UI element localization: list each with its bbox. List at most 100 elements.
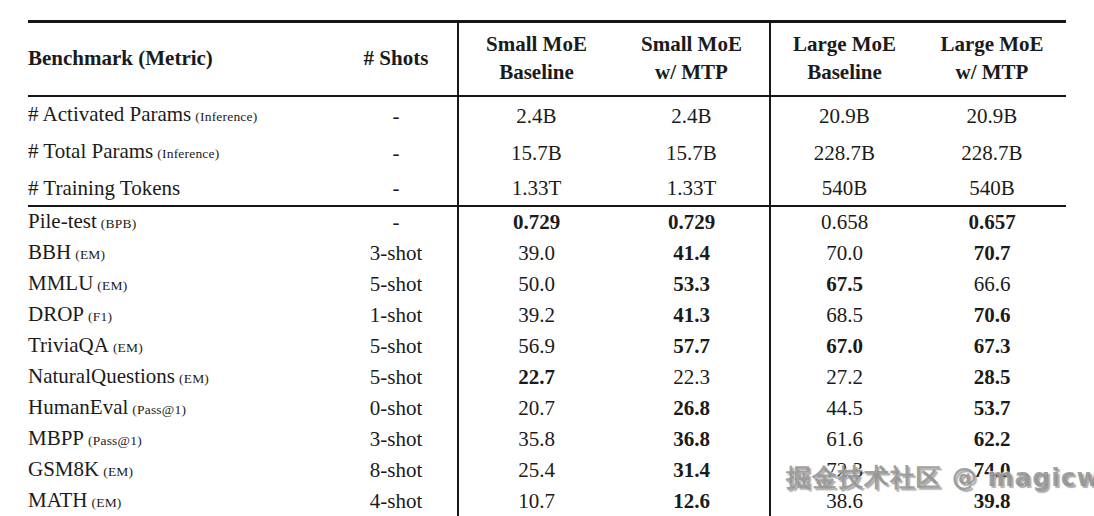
col-header-line: w/ MTP	[655, 60, 728, 84]
value-cell: 36.8	[614, 424, 770, 455]
benchmark-name: TriviaQA	[28, 333, 109, 357]
value-cell: 27.2	[770, 362, 918, 393]
col-header-large-moe-mtp: Large MoE w/ MTP	[918, 22, 1066, 97]
benchmark-label-cell: # Training Tokens	[28, 171, 335, 206]
value-cell: 20.9B	[770, 96, 918, 134]
benchmark-metric: (EM)	[97, 278, 127, 293]
benchmark-metric: (Pass@1)	[88, 433, 142, 448]
benchmark-name: # Activated Params	[28, 102, 191, 126]
value-cell: 39.2	[458, 300, 614, 331]
table-row: MATH(EM)4-shot10.712.638.639.8	[28, 486, 1066, 516]
benchmark-metric: (EM)	[92, 495, 122, 510]
benchmark-results-table: Benchmark (Metric) # Shots Small MoE Bas…	[28, 20, 1066, 516]
table-row: NaturalQuestions(EM)5-shot22.722.327.228…	[28, 362, 1066, 393]
benchmarks-section: Pile-test(BPB)-0.7290.7290.6580.657BBH(E…	[28, 206, 1066, 516]
benchmark-name: MATH	[28, 488, 88, 512]
table-row: # Total Params(Inference)-15.7B15.7B228.…	[28, 134, 1066, 171]
value-cell: 56.9	[458, 331, 614, 362]
benchmark-label-cell: GSM8K (EM)	[28, 455, 335, 486]
value-cell: 0.658	[770, 206, 918, 238]
value-cell: 2.4B	[458, 96, 614, 134]
shots-cell: 5-shot	[335, 362, 458, 393]
table-row: MBPP(Pass@1)3-shot35.836.861.662.2	[28, 424, 1066, 455]
benchmark-label-cell: # Total Params (Inference)	[28, 134, 335, 171]
value-cell: 53.7	[918, 393, 1066, 424]
col-header-line: w/ MTP	[956, 60, 1029, 84]
col-header-line: Small MoE	[641, 32, 742, 56]
shots-cell: 3-shot	[335, 424, 458, 455]
col-header-line: Large MoE	[793, 32, 896, 56]
benchmark-name: DROP	[28, 302, 84, 326]
table-row: DROP(F1)1-shot39.241.368.570.6	[28, 300, 1066, 331]
shots-cell: 4-shot	[335, 486, 458, 516]
value-cell: 540B	[918, 171, 1066, 206]
shots-cell: -	[335, 206, 458, 238]
benchmark-name: MBPP	[28, 426, 84, 450]
value-cell: 61.6	[770, 424, 918, 455]
value-cell: 39.0	[458, 238, 614, 269]
benchmark-table-container: Benchmark (Metric) # Shots Small MoE Bas…	[28, 20, 1066, 516]
value-cell: 70.0	[770, 238, 918, 269]
value-cell: 228.7B	[770, 134, 918, 171]
benchmark-metric: (EM)	[113, 340, 143, 355]
value-cell: 228.7B	[918, 134, 1066, 171]
shots-cell: 5-shot	[335, 331, 458, 362]
value-cell: 39.8	[918, 486, 1066, 516]
value-cell: 1.33T	[614, 171, 770, 206]
value-cell: 28.5	[918, 362, 1066, 393]
table-row: BBH (EM) 3-shot39.041.470.070.7	[28, 238, 1066, 269]
benchmark-metric: (EM)	[179, 371, 209, 386]
col-header-large-moe-baseline: Large MoE Baseline	[770, 22, 918, 97]
value-cell: 0.729	[458, 206, 614, 238]
benchmark-name: BBH	[28, 240, 71, 264]
value-cell: 1.33T	[458, 171, 614, 206]
value-cell: 62.2	[918, 424, 1066, 455]
value-cell: 25.4	[458, 455, 614, 486]
value-cell: 66.6	[918, 269, 1066, 300]
benchmark-name: Pile-test	[28, 209, 97, 233]
shots-cell: 5-shot	[335, 269, 458, 300]
benchmark-label-cell: NaturalQuestions(EM)	[28, 362, 335, 393]
benchmark-label-cell: DROP (F1)	[28, 300, 335, 331]
col-header-line: Large MoE	[940, 32, 1043, 56]
benchmark-label-cell: TriviaQA (EM)	[28, 331, 335, 362]
value-cell: 12.6	[614, 486, 770, 516]
benchmark-metric: (EM)	[103, 464, 133, 479]
value-cell: 67.3	[918, 331, 1066, 362]
benchmark-name: GSM8K	[28, 457, 99, 481]
value-cell: 2.4B	[614, 96, 770, 134]
benchmark-name: MMLU	[28, 271, 93, 295]
value-cell: 41.3	[614, 300, 770, 331]
benchmark-metric: (EM)	[75, 247, 105, 262]
value-cell: 20.9B	[918, 96, 1066, 134]
shots-cell: 1-shot	[335, 300, 458, 331]
value-cell: 26.8	[614, 393, 770, 424]
benchmark-name: # Total Params	[28, 139, 153, 163]
shots-cell: -	[335, 96, 458, 134]
col-header-small-moe-mtp: Small MoE w/ MTP	[614, 22, 770, 97]
benchmark-label-cell: # Activated Params(Inference)	[28, 96, 335, 134]
value-cell: 41.4	[614, 238, 770, 269]
benchmark-label-cell: Pile-test(BPB)	[28, 206, 335, 238]
value-cell: 70.7	[918, 238, 1066, 269]
table-row: MMLU(EM)5-shot50.053.367.566.6	[28, 269, 1066, 300]
value-cell: 67.0	[770, 331, 918, 362]
shots-cell: 3-shot	[335, 238, 458, 269]
value-cell: 22.3	[614, 362, 770, 393]
shots-cell: -	[335, 134, 458, 171]
benchmark-metric: (F1)	[88, 309, 112, 324]
header-row: Benchmark (Metric) # Shots Small MoE Bas…	[28, 22, 1066, 97]
table-header: Benchmark (Metric) # Shots Small MoE Bas…	[28, 22, 1066, 97]
value-cell: 57.7	[614, 331, 770, 362]
value-cell: 68.5	[770, 300, 918, 331]
value-cell: 72.3	[770, 455, 918, 486]
col-header-line: Baseline	[499, 60, 574, 84]
col-header-line: Baseline	[807, 60, 882, 84]
value-cell: 0.729	[614, 206, 770, 238]
shots-cell: -	[335, 171, 458, 206]
value-cell: 31.4	[614, 455, 770, 486]
col-header-line: Small MoE	[486, 32, 587, 56]
value-cell: 74.0	[918, 455, 1066, 486]
benchmark-metric: (Inference)	[157, 146, 219, 161]
value-cell: 22.7	[458, 362, 614, 393]
